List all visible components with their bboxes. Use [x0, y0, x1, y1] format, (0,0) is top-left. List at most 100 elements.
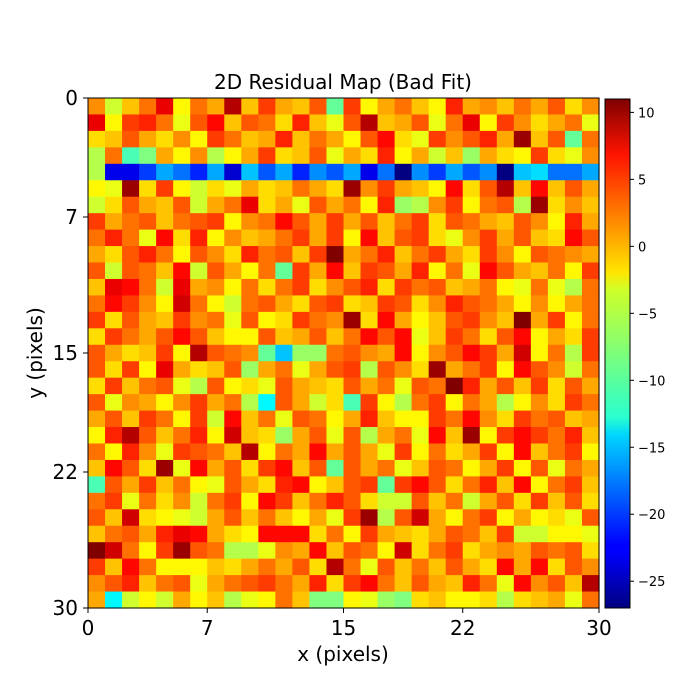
heatmap-cell — [156, 163, 174, 181]
heatmap-cell — [343, 591, 362, 609]
heatmap-cell — [360, 344, 379, 362]
heatmap-cell — [326, 196, 345, 214]
heatmap-cell — [156, 361, 174, 379]
heatmap-cell — [564, 295, 583, 313]
heatmap-cell — [343, 278, 362, 297]
heatmap-cell — [309, 246, 328, 264]
heatmap-cell — [496, 114, 515, 132]
heatmap-cell — [139, 476, 157, 494]
heatmap-cell — [139, 114, 157, 132]
heatmap-cell — [105, 328, 123, 346]
heatmap-cell — [462, 114, 481, 132]
heatmap-cell — [496, 410, 515, 428]
heatmap-cell — [190, 344, 208, 362]
heatmap-cell — [258, 525, 276, 543]
heatmap-cell — [105, 361, 123, 379]
heatmap-cell — [581, 394, 600, 412]
heatmap-cell — [530, 278, 549, 297]
heatmap-cell — [411, 114, 430, 132]
heatmap-cell — [462, 476, 481, 494]
heatmap-cell — [241, 361, 259, 379]
heatmap-cell — [394, 459, 413, 477]
heatmap-cell — [122, 278, 140, 297]
heatmap-cell — [105, 229, 123, 247]
heatmap-cell — [224, 295, 242, 313]
heatmap-cell — [224, 278, 242, 297]
heatmap-cell — [207, 344, 225, 362]
heatmap-cell — [428, 410, 447, 428]
heatmap-cell — [207, 443, 225, 461]
heatmap-cell — [326, 575, 345, 593]
heatmap-cell — [496, 328, 515, 346]
heatmap-cell — [411, 246, 430, 264]
heatmap-cell — [360, 361, 379, 379]
heatmap-cell — [360, 377, 379, 395]
heatmap-cell — [292, 163, 311, 181]
heatmap-cell — [394, 361, 413, 379]
heatmap-cell — [377, 591, 396, 609]
heatmap-cell — [173, 98, 191, 116]
heatmap-cell — [479, 492, 498, 510]
heatmap-cell — [173, 328, 191, 346]
heatmap-cell — [88, 229, 106, 247]
x-tick-label: 15 — [331, 616, 356, 640]
heatmap-cell — [411, 542, 430, 560]
heatmap-cell — [275, 591, 293, 609]
heatmap-cell — [394, 147, 413, 165]
heatmap-cell — [309, 492, 328, 510]
heatmap-cell — [122, 295, 140, 313]
heatmap-cell — [394, 542, 413, 560]
heatmap-cell — [88, 459, 106, 477]
heatmap-cell — [105, 163, 123, 181]
heatmap-cell — [377, 575, 396, 593]
heatmap-cell — [309, 459, 328, 477]
heatmap-cell — [462, 459, 481, 477]
heatmap-cell — [411, 443, 430, 461]
heatmap-cell — [275, 196, 293, 214]
heatmap-cell — [394, 295, 413, 313]
heatmap-cell — [360, 98, 379, 116]
heatmap-cell — [411, 311, 430, 329]
heatmap-cell — [445, 361, 464, 379]
heatmap-cell — [445, 377, 464, 395]
heatmap-cell — [394, 311, 413, 329]
heatmap-cell — [207, 262, 225, 280]
heatmap-cell — [105, 278, 123, 297]
heatmap-cell — [258, 410, 276, 428]
heatmap-cell — [496, 443, 515, 461]
heatmap-cell — [513, 459, 532, 477]
heatmap-cell — [377, 213, 396, 231]
heatmap-cell — [241, 328, 259, 346]
heatmap-cell — [326, 525, 345, 543]
heatmap-cell — [156, 394, 174, 412]
heatmap-cell — [343, 180, 362, 198]
heatmap-cell — [122, 509, 140, 527]
heatmap-cell — [513, 328, 532, 346]
heatmap-cell — [530, 262, 549, 280]
heatmap-cell — [462, 427, 481, 445]
heatmap-cell — [581, 196, 600, 214]
heatmap-cell — [326, 427, 345, 445]
heatmap-cell — [462, 180, 481, 198]
heatmap-cell — [122, 410, 140, 428]
heatmap-cell — [105, 476, 123, 494]
heatmap-cell — [173, 262, 191, 280]
heatmap-cell — [530, 130, 549, 148]
heatmap-cell — [173, 278, 191, 297]
heatmap-cell — [496, 196, 515, 214]
heatmap-cell — [173, 361, 191, 379]
heatmap-cell — [292, 377, 311, 395]
heatmap-cell — [258, 229, 276, 247]
heatmap-cell — [462, 377, 481, 395]
heatmap-cell — [139, 492, 157, 510]
heatmap-cell — [241, 98, 259, 116]
heatmap-cell — [292, 542, 311, 560]
heatmap-cell — [326, 163, 345, 181]
heatmap-cell — [326, 229, 345, 247]
heatmap-cell — [139, 394, 157, 412]
heatmap-cell — [581, 410, 600, 428]
heatmap-cell — [326, 328, 345, 346]
heatmap-cell — [564, 163, 583, 181]
heatmap-cell — [207, 213, 225, 231]
heatmap-cell — [88, 443, 106, 461]
